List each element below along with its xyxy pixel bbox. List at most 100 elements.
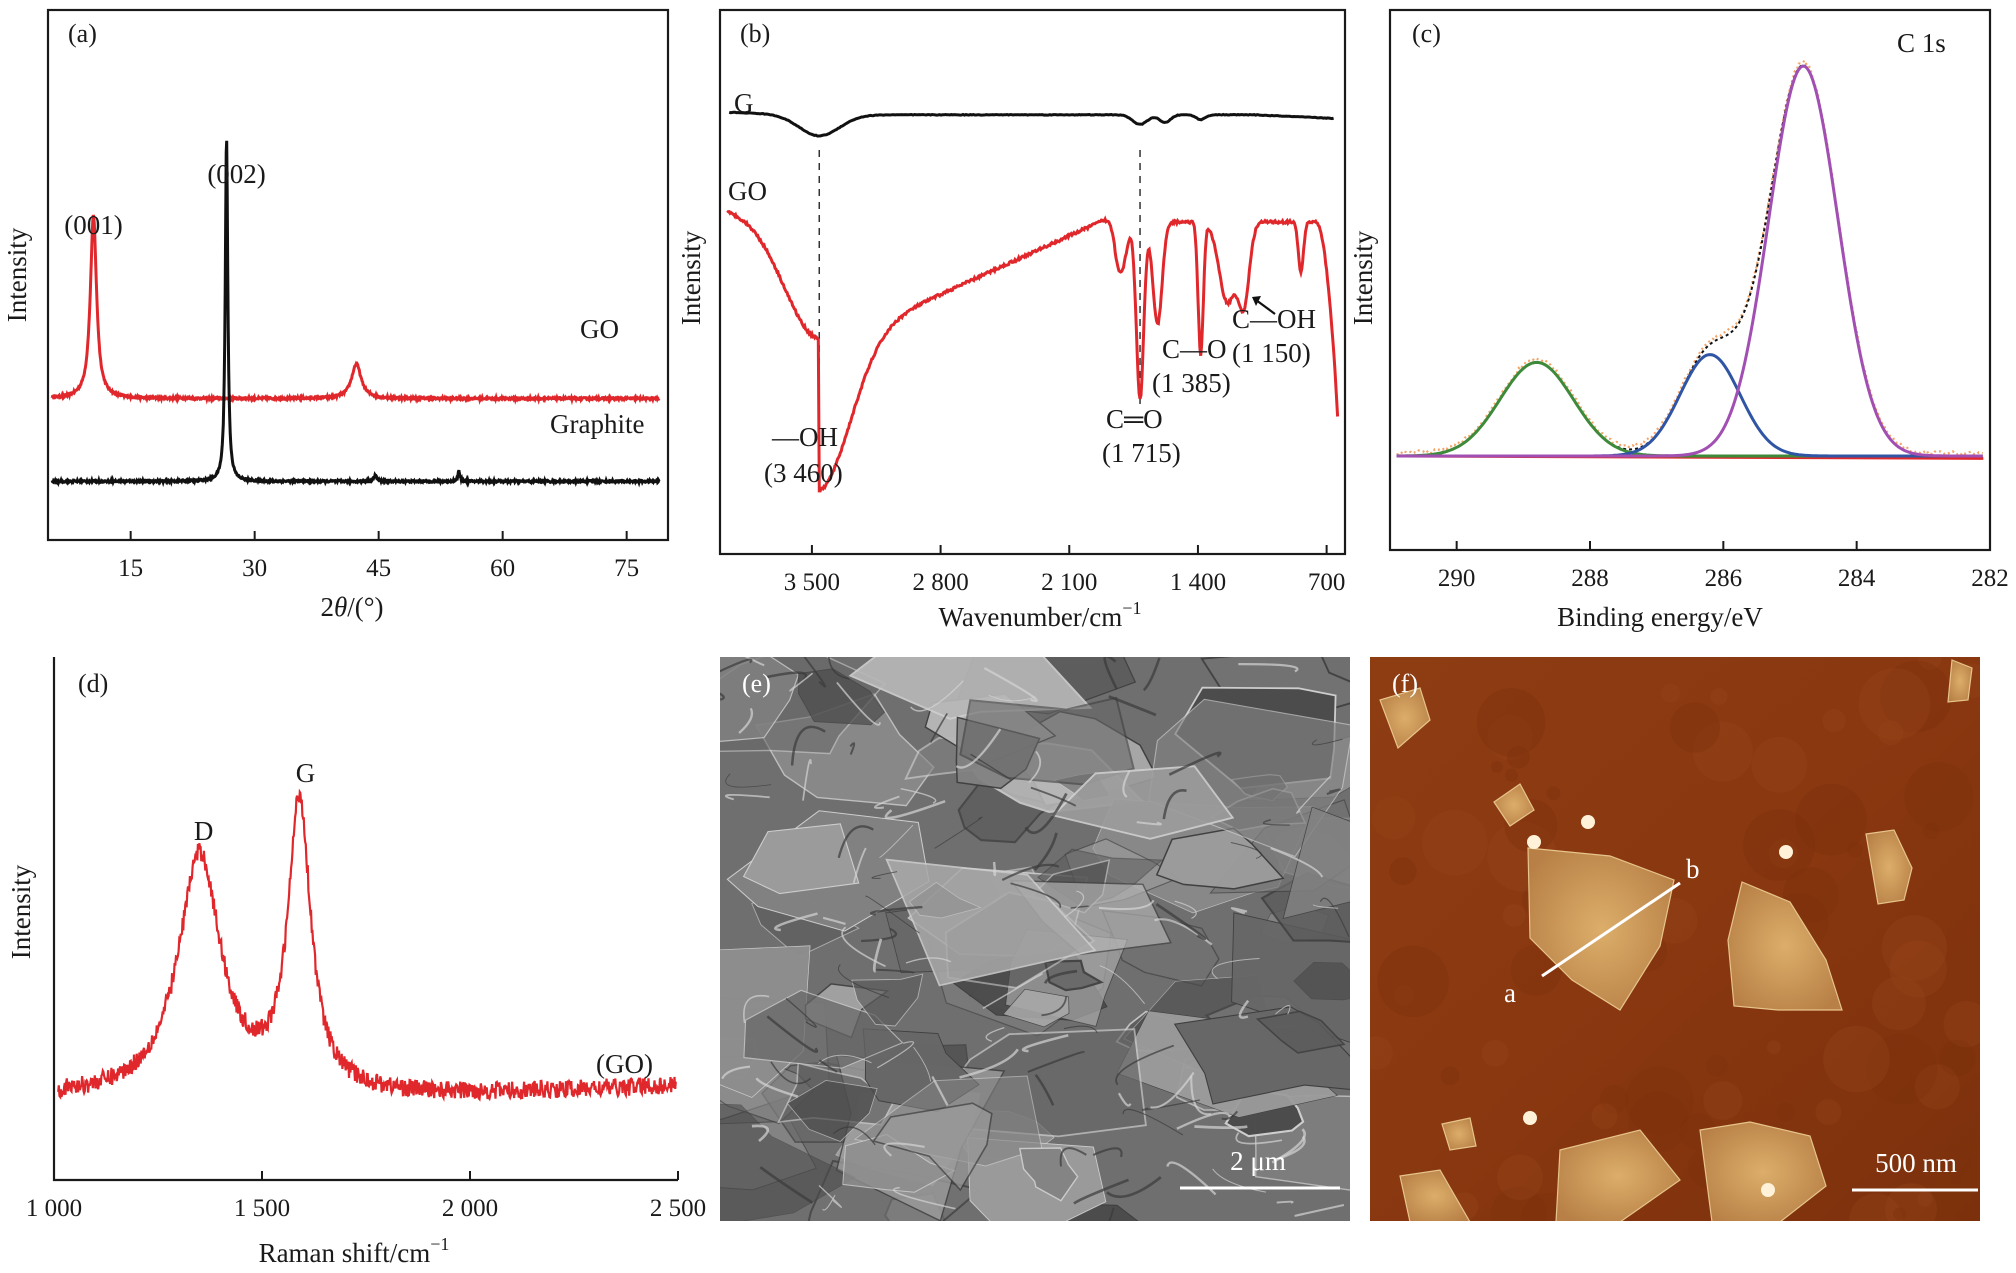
sem-wrinkle bbox=[1021, 1033, 1069, 1053]
panel-b-anno-co-double: C═O bbox=[1106, 404, 1163, 434]
sem-wrinkle bbox=[1059, 1147, 1087, 1167]
sem-wrinkle bbox=[1162, 789, 1187, 820]
panel-f-profile-start: a bbox=[1504, 978, 1516, 1008]
sem-sheet bbox=[842, 1133, 956, 1193]
sem-wrinkle bbox=[1312, 904, 1339, 909]
sem-wrinkle bbox=[822, 1194, 836, 1211]
afm-flake bbox=[1441, 1117, 1477, 1151]
sem-wrinkle bbox=[1041, 996, 1068, 1017]
panel-c-fit-sum bbox=[1396, 64, 1983, 457]
sem-wrinkle bbox=[1270, 847, 1324, 878]
afm-noise bbox=[1394, 985, 1414, 1006]
sem-wrinkle bbox=[970, 753, 1012, 781]
panel-d-peak-d-label: D bbox=[194, 816, 214, 846]
sem-wrinkle bbox=[1115, 1044, 1175, 1086]
sem-wrinkle bbox=[988, 694, 1036, 702]
panel-e-sem-texture bbox=[720, 657, 1350, 1221]
afm-noise bbox=[1866, 1033, 1938, 1105]
sem-wrinkle bbox=[893, 1186, 956, 1210]
panel-b-frame bbox=[718, 8, 1347, 556]
panel-a-xtick-label: 60 bbox=[490, 555, 515, 582]
sem-wrinkle bbox=[1294, 1203, 1345, 1217]
panel-d-xtick-label: 1 500 bbox=[234, 1195, 290, 1222]
sem-wrinkle bbox=[931, 1076, 949, 1107]
panel-c-xticks: 290 288 286 284 282 bbox=[1438, 541, 2009, 592]
sem-wrinkle bbox=[1117, 1092, 1132, 1107]
sem-wrinkle bbox=[1073, 1178, 1129, 1205]
sem-wrinkle bbox=[1319, 897, 1350, 937]
panel-b-xtick-label: 3 500 bbox=[784, 569, 840, 596]
afm-bright-spot bbox=[1523, 1111, 1537, 1125]
panel-b-xtick-label: 1 400 bbox=[1170, 569, 1226, 596]
sem-sheet bbox=[1255, 1010, 1346, 1054]
afm-noise bbox=[1625, 1066, 1694, 1135]
panel-a-xtick-label: 15 bbox=[118, 555, 143, 582]
sem-wrinkle bbox=[1238, 662, 1299, 673]
sem-wrinkle bbox=[720, 692, 725, 701]
sem-wrinkle bbox=[1142, 657, 1161, 692]
panel-a-frame bbox=[46, 8, 670, 542]
sem-sheet bbox=[1051, 765, 1235, 840]
afm-noise bbox=[1497, 1154, 1543, 1201]
panel-a-xlabel: 2θ/(°) bbox=[320, 592, 383, 622]
sem-wrinkle bbox=[1174, 900, 1197, 919]
afm-noise bbox=[1880, 660, 1952, 733]
sem-wrinkle bbox=[838, 964, 890, 999]
sem-sheet bbox=[1293, 961, 1350, 1001]
sem-wrinkle bbox=[738, 707, 754, 734]
sem-sheet bbox=[1231, 912, 1350, 1043]
panel-c-envelope-markers bbox=[1396, 58, 1984, 457]
panel-b-xtick-label: 700 bbox=[1308, 569, 1346, 596]
panel-d-xtick-label: 2 500 bbox=[650, 1195, 706, 1222]
sem-wrinkle bbox=[852, 847, 867, 884]
panel-e-label: (e) bbox=[742, 669, 771, 698]
panel-b-series-go-label: GO bbox=[728, 176, 767, 206]
panel-e: (e) 2 μm bbox=[720, 657, 1350, 1221]
sem-wrinkle bbox=[872, 938, 883, 973]
sem-wrinkle bbox=[1010, 882, 1062, 909]
afm-noise bbox=[1889, 940, 1947, 998]
afm-flake bbox=[1527, 847, 1675, 1011]
afm-noise bbox=[1476, 688, 1546, 757]
panel-f-profile-line bbox=[1541, 881, 1681, 978]
sem-wrinkle bbox=[869, 905, 923, 916]
panel-b-series-g-label: G bbox=[734, 88, 754, 118]
panel-b-anno-co-double-wavenumber: (1 715) bbox=[1102, 438, 1181, 468]
afm-noise bbox=[1692, 721, 1753, 782]
panel-f-afm-texture bbox=[1370, 657, 1980, 1221]
panel-b: (b) Intensity Wavenumber/cm−1 3 500 2 800… bbox=[676, 8, 1347, 632]
sem-wrinkle bbox=[1230, 907, 1248, 915]
sem-wrinkle bbox=[836, 681, 881, 726]
sem-wrinkle bbox=[992, 861, 997, 877]
sem-wrinkle bbox=[1043, 969, 1078, 984]
panel-b-anno-co-single: C—O bbox=[1162, 334, 1227, 364]
afm-noise bbox=[1904, 762, 1974, 832]
sem-sheet bbox=[1155, 827, 1285, 890]
panel-c-title: C 1s bbox=[1897, 28, 1946, 58]
afm-noise bbox=[1949, 1171, 1963, 1185]
afm-flake bbox=[1865, 829, 1913, 905]
sem-wrinkle bbox=[790, 725, 826, 766]
sem-wrinkle bbox=[1211, 958, 1260, 979]
afm-noise bbox=[1918, 657, 1942, 670]
sem-wrinkle bbox=[1024, 792, 1068, 834]
panel-a-xlabel-prefix: 2 bbox=[320, 592, 334, 622]
panel-d: (d) Intensity Raman shift/cm−1 1 000 1 50… bbox=[6, 657, 706, 1268]
sem-wrinkle bbox=[751, 1124, 770, 1143]
sem-wrinkle bbox=[1027, 1051, 1085, 1073]
panel-d-xlabel: Raman shift/cm−1 bbox=[259, 1234, 450, 1268]
sem-wrinkle bbox=[873, 795, 900, 809]
sem-wrinkle bbox=[1212, 1168, 1267, 1193]
panel-b-xtick-label: 2 100 bbox=[1041, 569, 1097, 596]
sem-sheet bbox=[872, 1102, 993, 1192]
afm-bright-spot bbox=[1761, 1183, 1775, 1197]
sem-wrinkle bbox=[721, 1065, 751, 1080]
sem-wrinkle bbox=[759, 1166, 814, 1204]
sem-wrinkle bbox=[1276, 1200, 1294, 1204]
sem-wrinkle bbox=[1099, 965, 1145, 1005]
afm-noise bbox=[1881, 915, 1947, 981]
panel-a-peak-001-label: (001) bbox=[64, 210, 122, 240]
afm-noise bbox=[1767, 1040, 1781, 1055]
sem-wrinkle bbox=[1235, 1132, 1283, 1145]
